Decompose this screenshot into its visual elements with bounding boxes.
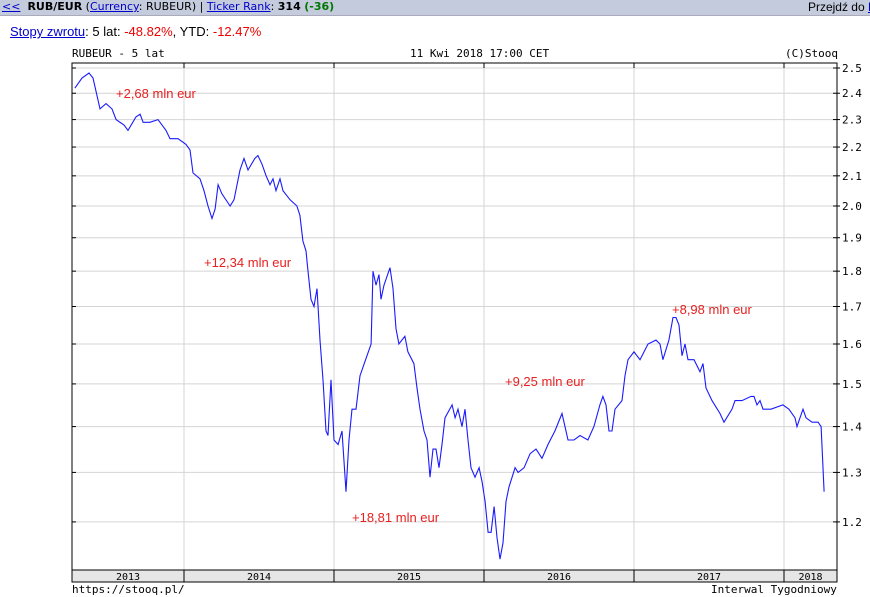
x-tick-label: 2018	[798, 572, 822, 583]
annotation: +12,34 mln eur	[204, 255, 292, 270]
y-tick-label: 2.5	[842, 62, 862, 75]
annotation: +8,98 mln eur	[672, 302, 752, 317]
y-tick-label: 1.9	[842, 232, 862, 245]
price-line	[74, 72, 825, 560]
ytd-return: -12.47%	[212, 24, 262, 39]
y-tick-label: 1.4	[842, 421, 862, 434]
x-tick-label: 2014	[247, 572, 271, 583]
y-tick-label: 2.0	[842, 200, 862, 213]
y-tick-label: 2.2	[842, 141, 862, 154]
period-return: -48.82%	[124, 24, 173, 39]
y-tick-label: 2.1	[842, 170, 862, 183]
returns-link[interactable]: Stopy zwrotu	[10, 24, 86, 39]
y-tick-label: 1.3	[842, 466, 862, 479]
y-tick-label: 2.4	[842, 87, 862, 100]
x-tick-label: 2015	[397, 572, 421, 583]
goto-label: Przejdź do	[807, 0, 865, 14]
y-tick-label: 1.2	[842, 516, 862, 529]
ticker-code: RUBEUR	[145, 0, 192, 13]
x-tick-label: 2013	[116, 572, 140, 583]
rank-change: (-36)	[304, 0, 335, 13]
y-tick-label: 1.5	[842, 378, 862, 391]
annotation: +9,25 mln eur	[505, 374, 585, 389]
category-link[interactable]: Currency	[89, 0, 139, 13]
back-link[interactable]: <<	[2, 0, 21, 13]
y-tick-label: 1.6	[842, 338, 862, 351]
returns-line: Stopy zwrotu: 5 lat: -48.82%, YTD: -12.4…	[10, 24, 262, 39]
top-bar: << RUB/EUR (Currency: RUBEUR) | Ticker R…	[0, 0, 870, 16]
chart-timestamp: 11 Kwi 2018 17:00 CET	[410, 47, 550, 60]
ticker-rank-link[interactable]: Ticker Rank	[206, 0, 271, 13]
y-tick-label: 2.3	[842, 114, 862, 127]
x-tick-label: 2017	[697, 572, 721, 583]
ytd-label: YTD:	[179, 24, 210, 39]
annotation: +2,68 mln eur	[116, 86, 196, 101]
footer-url[interactable]: https://stooq.pl/	[72, 583, 185, 596]
y-tick-label: 1.7	[842, 301, 862, 314]
y-tick-label: 1.8	[842, 265, 862, 278]
chart-title: RUBEUR - 5 lat	[72, 47, 165, 60]
goto-link[interactable]: B	[868, 0, 870, 14]
chart-copyright: (C)Stooq	[785, 47, 838, 60]
symbol-title: RUB/EUR	[27, 0, 83, 13]
year-band	[71, 569, 838, 583]
footer-interval: Interwal Tygodniowy	[711, 583, 837, 596]
rank-value: 314	[277, 0, 301, 13]
period-label: 5 lat:	[92, 24, 121, 39]
x-tick-label: 2016	[547, 572, 571, 583]
annotation: +18,81 mln eur	[352, 510, 440, 525]
